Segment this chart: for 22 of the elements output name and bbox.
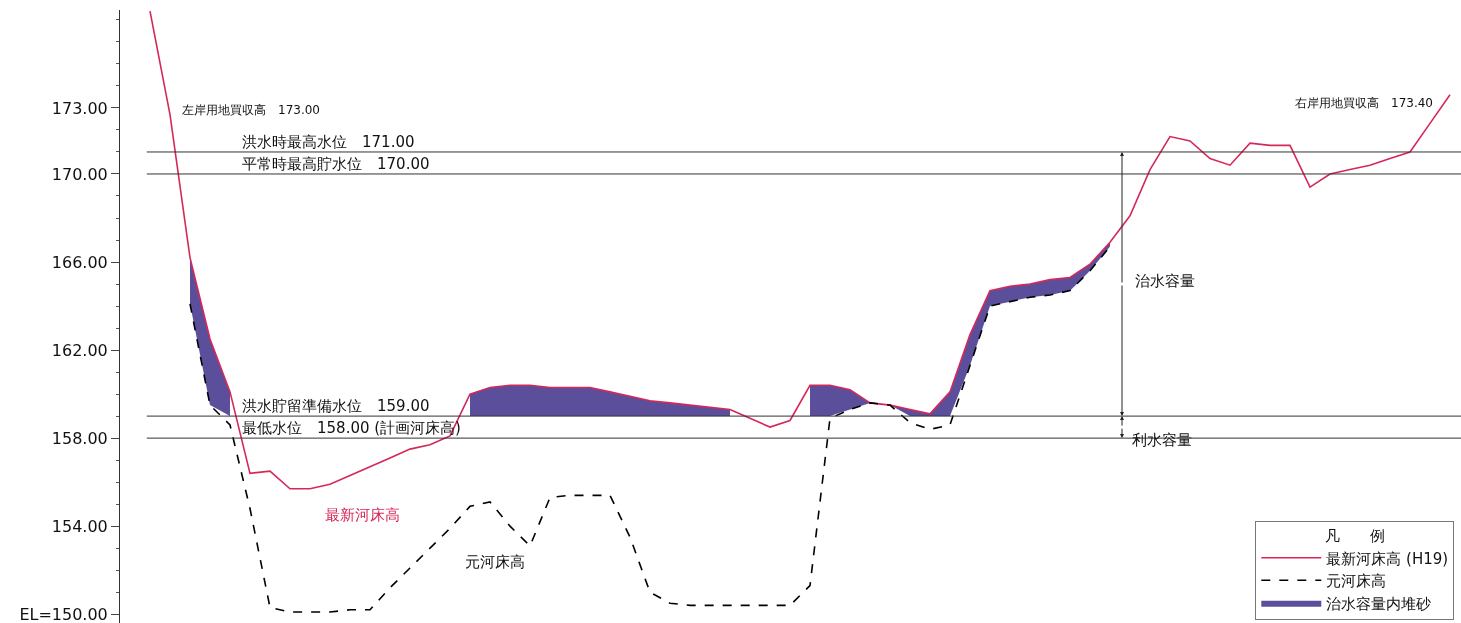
y-tick-label: 158.00 (51, 428, 108, 448)
legend-title: 凡 例 (1324, 527, 1385, 546)
annotation: 最新河床高 (325, 506, 400, 524)
ref-line-label: 平常時最高貯水位 170.00 (242, 155, 430, 173)
line-series (149, 10, 1451, 490)
ref-line-label: 洪水貯留準備水位 159.00 (242, 397, 430, 415)
legend-label: 元河床高 (1326, 572, 1387, 591)
annotation: 左岸用地買収高 173.00 (182, 103, 320, 117)
y-tick-label: 162.00 (51, 340, 108, 360)
y-tick-label: 170.00 (51, 164, 108, 184)
ref-line-label: 洪水時最高水位 171.00 (242, 133, 415, 151)
legend-label: 治水容量内堆砂 (1326, 594, 1432, 613)
y-tick-label: 166.00 (51, 252, 108, 272)
annotation: 利水容量 (1132, 431, 1192, 449)
y-tick-label: EL=150.00 (19, 604, 108, 623)
annotation: 右岸用地買収高 173.40 (1295, 96, 1433, 110)
legend-label: 最新河床高 (H19) (1326, 549, 1449, 568)
annotation: 元河床高 (465, 553, 525, 571)
annotation: 治水容量 (1135, 272, 1195, 290)
y-tick-label: 173.00 (51, 98, 108, 118)
ref-line-label: 最低水位 158.00 (計画河床高) (242, 419, 461, 437)
y-tick-label: 154.00 (51, 516, 108, 536)
